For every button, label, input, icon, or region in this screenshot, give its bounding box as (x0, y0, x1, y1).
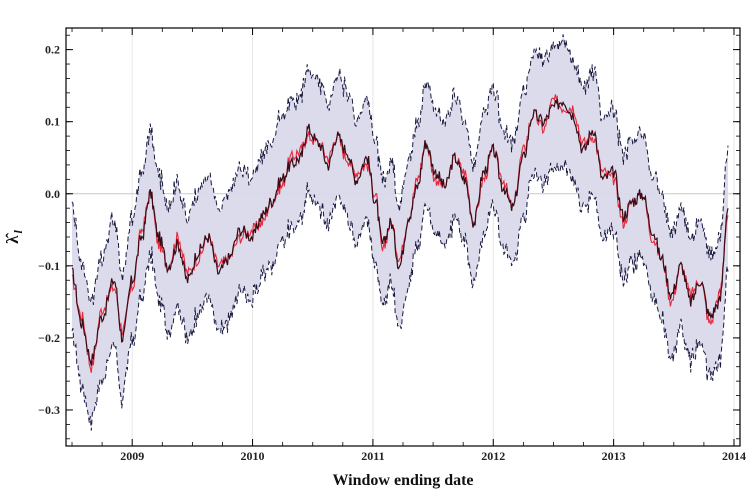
series-layer (71, 94, 729, 373)
x-tick-label: 2011 (361, 449, 384, 463)
y-tick-label: 0.1 (45, 115, 60, 129)
confidence-band (72, 34, 728, 431)
x-tick-label: 2010 (241, 449, 265, 463)
confidence-band-layer (71, 34, 729, 431)
y-axis-symbol: λ̂ (3, 233, 22, 244)
y-tick-label: 0.2 (45, 43, 60, 57)
svg-text:λ̂l: λ̂l (3, 229, 25, 243)
y-tick-label: −0.1 (38, 259, 60, 273)
y-tick-label: −0.2 (38, 331, 60, 345)
x-axis-title: Window ending date (332, 472, 473, 489)
y-axis-subscript: l (11, 229, 25, 233)
x-tick-label: 2009 (120, 449, 144, 463)
series-line-alternate (71, 94, 729, 373)
y-axis-title: λ̂l (3, 229, 25, 243)
series-line-estimate (71, 98, 729, 366)
x-tick-label: 2014 (722, 449, 746, 463)
lower-bound-line (71, 159, 729, 431)
x-tick-label: 2013 (602, 449, 626, 463)
y-tick-label: −0.3 (38, 403, 60, 417)
axis-layer: 2009 2010 2011 2012 2013 2014 −0.3 −0.2 −0.1 0.0 0… (38, 27, 746, 463)
x-tick-label: 2012 (481, 449, 505, 463)
y-tick-label: 0.0 (45, 187, 60, 201)
